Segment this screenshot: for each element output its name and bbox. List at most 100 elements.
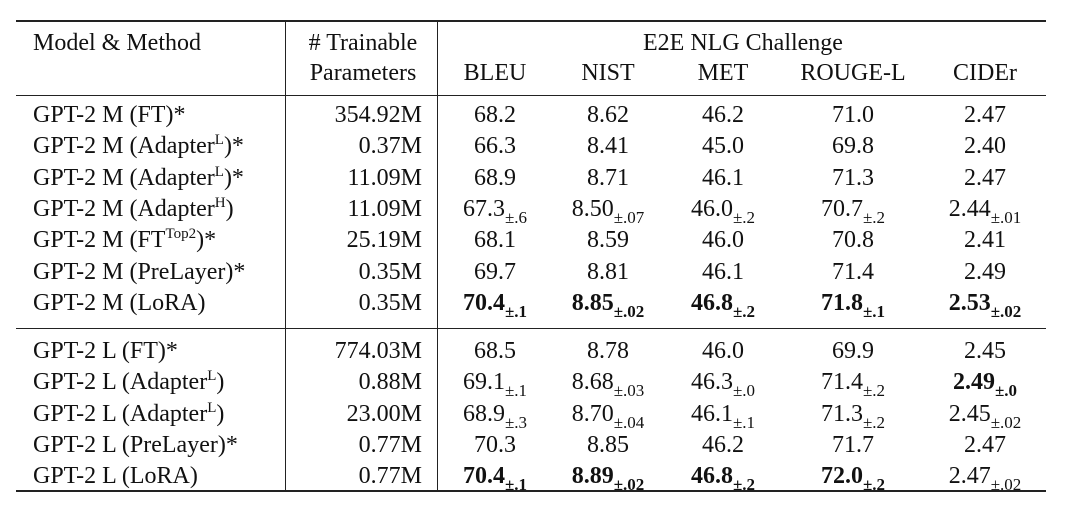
metric-cell: 8.85±.02 xyxy=(533,288,683,321)
metric-value: 8.85 xyxy=(571,289,614,316)
metric-value: 70.3 xyxy=(474,431,516,458)
metric-cell: 69.8 xyxy=(778,131,928,161)
metric-cell: 46.8±.2 xyxy=(648,288,798,321)
column-divider-1 xyxy=(285,22,286,490)
header-group: E2E NLG Challenge xyxy=(643,30,843,56)
params-cell: 0.35M xyxy=(358,289,422,316)
header-metric-nist: NIST xyxy=(581,60,635,86)
model-name: GPT-2 M (PreLayer)* xyxy=(33,258,246,285)
metric-value: 8.81 xyxy=(587,258,629,285)
metric-cell: 8.68±.03 xyxy=(533,367,683,400)
metric-value: 46.0 xyxy=(702,227,744,254)
model-name: GPT-2 L (Adapter xyxy=(33,369,208,396)
model-cell: GPT-2 L (PreLayer)* xyxy=(33,430,238,460)
metric-std: ±.2 xyxy=(732,475,756,495)
metric-cell: 8.78 xyxy=(533,336,683,366)
params-cell: 0.35M xyxy=(358,258,422,285)
column-divider-2 xyxy=(437,22,438,490)
header-trainable-line1: # Trainable xyxy=(308,30,418,56)
metric-cell: 70.4±.1 xyxy=(420,461,570,494)
metric-value: 71.3 xyxy=(820,400,863,427)
metric-value: 8.41 xyxy=(587,133,629,160)
model-suffix: )* xyxy=(223,133,244,160)
metric-cell: 8.59 xyxy=(533,225,683,255)
model-cell: GPT-2 M (AdapterL)* xyxy=(33,163,244,196)
header-metric-rouge-l: ROUGE-L xyxy=(800,60,906,86)
metric-cell: 2.49±.0 xyxy=(910,367,1060,401)
metric-value: 46.8 xyxy=(690,289,733,316)
model-superscript: Top2 xyxy=(165,226,197,243)
model-suffix: )* xyxy=(165,102,186,128)
bottom-rule xyxy=(16,490,1046,492)
model-superscript: L xyxy=(214,163,224,180)
metric-std: ±.02 xyxy=(990,475,1022,495)
model-name: GPT-2 L (PreLayer)* xyxy=(33,431,238,458)
metric-value: 71.3 xyxy=(832,164,874,191)
metric-cell: 2.47 xyxy=(910,163,1060,193)
model-superscript: L xyxy=(207,399,217,416)
metric-std: ±.02 xyxy=(990,301,1022,321)
metric-cell: 71.8±.1 xyxy=(778,288,928,321)
metric-cell: 2.47±.02 xyxy=(910,461,1060,495)
metric-value: 46.0 xyxy=(690,195,733,222)
params-cell: 0.77M xyxy=(358,431,422,458)
metric-cell: 2.49 xyxy=(910,257,1060,287)
metric-value: 8.71 xyxy=(587,164,629,191)
params-cell: 0.88M xyxy=(358,369,422,396)
metric-value: 68.2 xyxy=(474,102,516,128)
metric-value: 8.70 xyxy=(571,400,614,427)
metric-value: 70.4 xyxy=(462,289,505,316)
metric-std: ±.1 xyxy=(732,412,756,432)
metric-value: 68.1 xyxy=(474,227,516,254)
metric-value: 8.68 xyxy=(571,369,614,396)
metric-cell: 2.47 xyxy=(910,100,1060,130)
metric-cell: 68.9 xyxy=(420,163,570,193)
metric-std: ±.3 xyxy=(504,412,528,432)
model-cell: GPT-2 M (LoRA) xyxy=(33,288,205,318)
metric-value: 71.0 xyxy=(832,102,874,128)
metric-value: 71.7 xyxy=(832,431,874,458)
metric-cell: 71.4 xyxy=(778,257,928,287)
metric-std: ±.2 xyxy=(732,207,756,227)
metric-std: ±.1 xyxy=(504,381,528,401)
model-superscript: L xyxy=(214,132,224,149)
model-name: GPT-2 L (Adapter xyxy=(33,400,208,427)
metric-value: 2.47 xyxy=(964,431,1006,458)
metric-cell: 8.85 xyxy=(533,430,683,460)
metric-cell: 69.1±.1 xyxy=(420,367,570,401)
model-cell: GPT-2 L (FT)* xyxy=(33,336,178,366)
metric-cell: 2.45±.02 xyxy=(910,399,1060,432)
metric-std: ±.0 xyxy=(994,381,1018,401)
metric-value: 2.47 xyxy=(948,463,991,490)
model-cell: GPT-2 M (AdapterH) xyxy=(33,194,234,227)
metric-value: 2.41 xyxy=(964,227,1006,254)
metric-value: 66.3 xyxy=(474,133,516,160)
metric-value: 46.3 xyxy=(690,369,733,396)
group-rule xyxy=(16,328,1046,329)
metric-cell: 8.89±.02 xyxy=(533,461,683,494)
model-name: GPT-2 M (Adapter xyxy=(33,195,215,222)
metric-value: 2.45 xyxy=(964,338,1006,364)
model-cell: GPT-2 M (FT)* xyxy=(33,100,185,130)
metric-cell: 66.3 xyxy=(420,131,570,161)
header-model-method: Model & Method xyxy=(33,30,201,56)
metric-cell: 71.4±.2 xyxy=(778,367,928,400)
metric-value: 8.89 xyxy=(571,463,614,490)
metric-value: 70.8 xyxy=(832,227,874,254)
metric-std: ±.02 xyxy=(990,412,1022,432)
metric-cell: 71.7 xyxy=(778,430,928,460)
params-cell: 774.03M xyxy=(334,338,422,364)
metric-value: 8.59 xyxy=(587,227,629,254)
header-metric-bleu: BLEU xyxy=(463,60,527,86)
metric-cell: 46.2 xyxy=(648,430,798,460)
metric-cell: 46.0 xyxy=(648,336,798,366)
params-cell: 25.19M xyxy=(346,227,422,254)
params-cell: 11.09M xyxy=(347,195,422,222)
metric-value: 69.7 xyxy=(474,258,516,285)
metric-cell: 8.41 xyxy=(533,131,683,161)
model-cell: GPT-2 L (AdapterL) xyxy=(33,367,224,400)
model-suffix: )* xyxy=(223,164,244,191)
metric-cell: 69.7 xyxy=(420,257,570,287)
metric-cell: 8.70±.04 xyxy=(533,399,683,432)
model-cell: GPT-2 L (AdapterL) xyxy=(33,399,224,432)
